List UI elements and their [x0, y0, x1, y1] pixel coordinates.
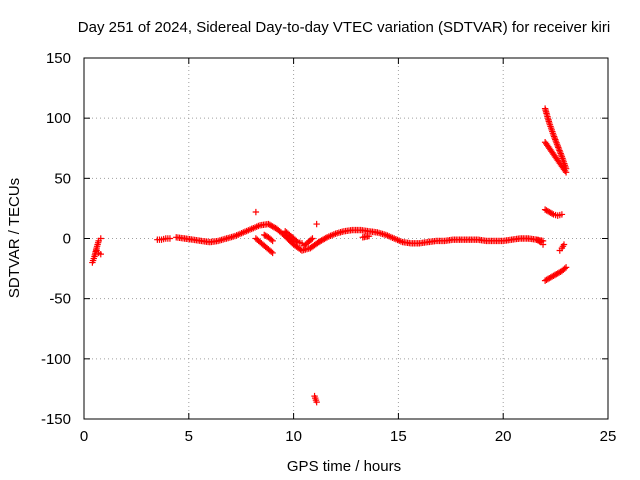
- data-point-fill: [561, 167, 569, 175]
- data-point: [562, 169, 570, 176]
- data-point: [97, 250, 104, 258]
- y-axis-label: SDTVAR / TECUs: [6, 178, 23, 298]
- data-point: [539, 241, 547, 248]
- data-point: [252, 208, 260, 216]
- chart-title: Day 251 of 2024, Sidereal Day-to-day VTE…: [78, 19, 610, 36]
- data-point: [560, 241, 568, 248]
- data-point: [269, 249, 276, 257]
- x-tick-label: 5: [185, 428, 193, 445]
- x-axis-label: GPS time / hours: [287, 458, 401, 475]
- x-tick-label: 0: [80, 428, 88, 445]
- x-tick-label: 15: [390, 428, 407, 445]
- y-tick-label: 150: [46, 50, 71, 67]
- y-tick-label: 50: [54, 170, 71, 187]
- y-tick-label: 0: [63, 231, 71, 248]
- axes: 0 5 10 15 20 25 -150 -100 -50 0 50 100 150: [41, 50, 616, 445]
- y-tick-label: 100: [46, 110, 71, 127]
- x-tick-label: 25: [600, 428, 617, 445]
- data-point-fill: [548, 210, 556, 217]
- data-point: [313, 220, 320, 228]
- data-point-fill: [536, 238, 543, 245]
- data-point: [97, 235, 104, 242]
- data-point: [269, 237, 276, 245]
- data-point-fill: [293, 237, 300, 245]
- x-tick-label: 20: [495, 428, 512, 445]
- data-point-fill: [307, 236, 315, 243]
- data-point: [313, 398, 320, 406]
- data-points: [89, 105, 570, 406]
- y-tick-label: -150: [41, 411, 71, 428]
- data-point: [166, 235, 174, 242]
- data-point-fill: [322, 234, 329, 242]
- y-tick-label: -50: [49, 291, 71, 308]
- data-point: [558, 211, 566, 218]
- data-point: [562, 264, 570, 271]
- data-point-fill: [268, 236, 275, 243]
- data-point-fill: [561, 265, 568, 272]
- data-point: [309, 235, 316, 242]
- data-point: [365, 232, 373, 240]
- x-tick-label: 10: [285, 428, 302, 445]
- data-point-fill: [268, 248, 275, 255]
- y-tick-label: -100: [41, 351, 71, 368]
